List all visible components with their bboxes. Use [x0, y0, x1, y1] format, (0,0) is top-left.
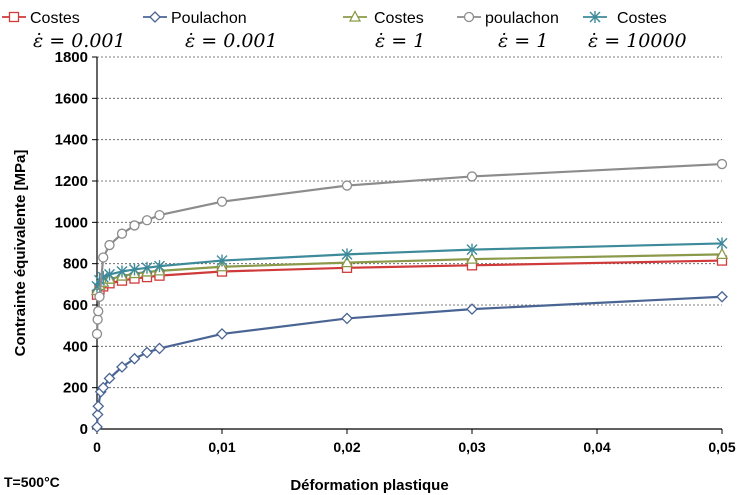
legend-entry-4: Costes ε̇ = 10000 [583, 10, 687, 52]
x-axis-label: Déformation plastique [290, 477, 448, 494]
series-poulachon-3 [93, 160, 727, 339]
legend-rate: ε̇ = 0.001 [33, 30, 126, 52]
circle-marker [143, 216, 152, 225]
series-line [97, 254, 722, 290]
legend-label: Poulachon [171, 10, 247, 27]
x-tick-label: 0,01 [208, 439, 235, 455]
x-tick-label: 0,05 [708, 439, 735, 455]
circle-marker [94, 307, 103, 316]
circle-marker [99, 253, 108, 262]
diamond-marker [155, 343, 165, 353]
circle-marker [95, 292, 104, 301]
x-tick-label: 0,02 [333, 439, 360, 455]
diamond-marker [92, 422, 102, 432]
legend-rate: ε̇ = 1 [498, 30, 548, 52]
diamond-marker [93, 401, 103, 411]
legend-entry-1: Poulachon ε̇ = 0.001 [143, 10, 278, 52]
legend-label: Costes [374, 10, 424, 27]
legend-label: Costes [30, 10, 80, 27]
gridlines [97, 57, 722, 388]
series-line [97, 261, 722, 295]
legend-rate: ε̇ = 10000 [588, 30, 687, 52]
circle-marker [468, 172, 477, 181]
y-tick-label: 1200 [55, 173, 88, 190]
circle-marker [105, 241, 114, 250]
diamond-marker [142, 348, 152, 358]
x-tick-label: 0,04 [583, 439, 610, 455]
x-tick-label: 0,03 [458, 439, 485, 455]
circle-marker [218, 197, 227, 206]
series-line [97, 297, 722, 427]
series-costes-0 [93, 256, 727, 299]
y-axis-label: Contrainte équivalente [MPa] [12, 150, 29, 357]
y-tick-label: 1600 [55, 90, 88, 107]
circle-marker [130, 221, 139, 230]
series-poulachon-1 [92, 292, 727, 432]
circle-marker [155, 211, 164, 220]
diamond-marker [342, 313, 352, 323]
temperature-annotation: T=500°C [4, 474, 60, 490]
y-tick-label: 1400 [55, 132, 88, 149]
diamond-marker [717, 292, 727, 302]
square-marker [10, 13, 19, 22]
diamond-marker [150, 12, 160, 22]
legend-entry-2: Costes ε̇ = 1 [343, 10, 425, 52]
circle-marker [93, 329, 102, 338]
diamond-marker [217, 329, 227, 339]
y-tick-label: 0 [80, 421, 88, 438]
legend-rate: ε̇ = 0.001 [185, 30, 278, 52]
diamond-marker [467, 304, 477, 314]
series-line [97, 243, 722, 286]
circle-marker [465, 13, 474, 22]
legend-entry-0: Costes ε̇ = 0.001 [2, 10, 126, 52]
y-tick-label: 200 [63, 380, 88, 397]
series-costes-4 [92, 237, 727, 292]
legend-label: Costes [617, 10, 667, 27]
y-tick-label: 1000 [55, 214, 88, 231]
series-line [97, 164, 722, 334]
circle-marker [343, 181, 352, 190]
circle-marker [718, 160, 727, 169]
y-tick-label: 800 [63, 256, 88, 273]
legend-rate: ε̇ = 1 [375, 30, 425, 52]
legend-entry-3: poulachon ε̇ = 1 [457, 10, 559, 52]
series-costes-2 [92, 249, 727, 295]
x-tick-label: 0 [93, 439, 101, 455]
circle-marker [93, 315, 102, 324]
circle-marker [118, 229, 127, 238]
data-series [92, 160, 727, 432]
y-tick-label: 400 [63, 338, 88, 355]
legend-label: poulachon [485, 10, 559, 27]
y-tick-label: 600 [63, 297, 88, 314]
